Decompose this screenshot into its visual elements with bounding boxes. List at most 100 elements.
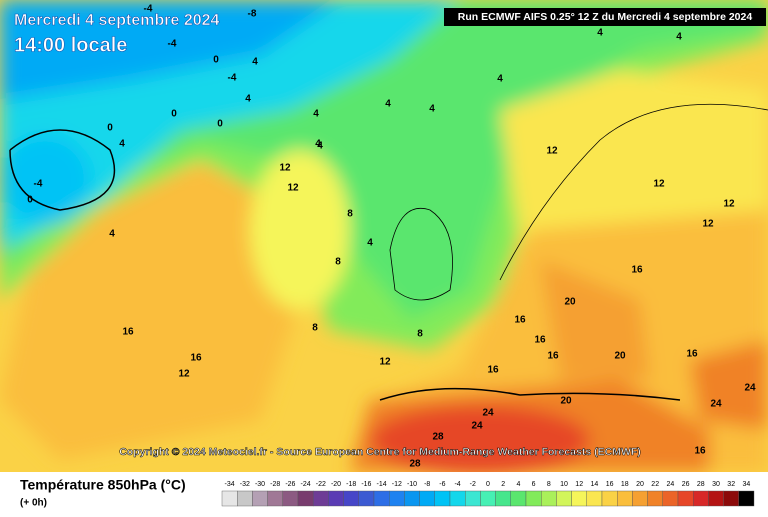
map-time: 14:00 locale — [14, 34, 127, 56]
scale-swatch — [708, 490, 724, 507]
scale-label: 16 — [606, 481, 614, 488]
contour-label: 4 — [119, 139, 125, 150]
scale-label: -14 — [377, 481, 387, 488]
contour-label: 12 — [279, 163, 291, 174]
scale-swatch — [571, 490, 587, 507]
scale-swatch — [343, 490, 360, 507]
scale-label: -28 — [270, 481, 280, 488]
scale-swatch — [419, 490, 436, 507]
map-date: Mercredi 4 septembre 2024 — [14, 12, 220, 29]
contour-label: 20 — [564, 297, 576, 308]
contour-label: 24 — [482, 408, 494, 419]
scale-swatch — [647, 490, 663, 507]
scale-swatch — [525, 490, 542, 507]
copyright: Copyright © 2024 Meteociel.fr - Source E… — [119, 446, 641, 458]
run-info: Run ECMWF AIFS 0.25° 12 Z du Mercredi 4 … — [458, 11, 753, 23]
field-zone — [250, 150, 350, 310]
scale-label: -2 — [470, 481, 476, 488]
scale-label: -12 — [392, 481, 402, 488]
scale-label: 8 — [547, 481, 551, 488]
contour-label: 4 — [497, 74, 503, 85]
contour-label: 12 — [379, 357, 391, 368]
scale-swatch — [465, 490, 481, 507]
contour-label: 4 — [317, 141, 323, 152]
scale-swatch — [617, 490, 633, 507]
scale-label: 34 — [743, 481, 751, 488]
scale-swatch — [404, 490, 420, 507]
contour-label: 8 — [417, 329, 423, 340]
contour-label: 12 — [653, 179, 665, 190]
contour-label: 16 — [487, 365, 499, 376]
scale-swatch — [556, 490, 572, 507]
lead-time: (+ 0h) — [20, 498, 47, 509]
scale-label: 20 — [636, 481, 644, 488]
contour-label: 0 — [107, 123, 113, 134]
scale-label: 14 — [591, 481, 599, 488]
contour-label: -4 — [168, 39, 177, 50]
contour-label: 0 — [213, 55, 219, 66]
contour-label: 0 — [27, 195, 33, 206]
contour-label: 4 — [597, 28, 603, 39]
run-box — [444, 8, 766, 26]
coastline — [499, 103, 768, 281]
scale-label: -30 — [255, 481, 265, 488]
scale-label: -10 — [407, 481, 417, 488]
scale-label: -32 — [240, 481, 250, 488]
contour-label: 16 — [547, 351, 559, 362]
scale-swatch — [480, 490, 496, 507]
scale-label: -18 — [346, 481, 356, 488]
scale-swatch — [358, 490, 375, 507]
isotherm — [9, 129, 116, 211]
contour-label: 4 — [245, 94, 251, 105]
contour-label: 24 — [744, 383, 756, 394]
scale-label: 6 — [532, 481, 536, 488]
contour-label: 8 — [312, 323, 318, 334]
scale-label: 4 — [516, 481, 520, 488]
scale-swatch — [267, 490, 284, 507]
scale-label: 12 — [575, 481, 583, 488]
scale-label: 2 — [501, 481, 505, 488]
contour-label: 12 — [702, 219, 714, 230]
legend-title: Température 850hPa (°C) — [20, 477, 186, 493]
scale-swatch — [510, 490, 527, 507]
scale-label: -6 — [439, 481, 445, 488]
contour-label: 0 — [171, 109, 177, 120]
contour-label: 28 — [409, 459, 421, 470]
scale-swatch — [586, 490, 603, 507]
contour-label: 16 — [686, 349, 698, 360]
contour-label: 20 — [560, 396, 572, 407]
contour-label: 4 — [385, 99, 391, 110]
scale-label: 28 — [697, 481, 705, 488]
scale-swatch — [252, 490, 268, 507]
scale-label: 24 — [667, 481, 675, 488]
scale-label: -16 — [361, 481, 371, 488]
contour-label: -4 — [228, 73, 237, 84]
scale-label: -24 — [301, 481, 311, 488]
scale-swatch — [221, 490, 238, 507]
scale-label: 26 — [682, 481, 690, 488]
scale-swatch — [236, 490, 253, 507]
contour-label: 4 — [109, 229, 115, 240]
scale-label: -8 — [424, 481, 430, 488]
field-zone — [0, 135, 90, 225]
contour-label: -4 — [34, 179, 43, 190]
scale-swatch — [738, 490, 755, 507]
contour-label: 24 — [471, 421, 483, 432]
field-zone — [540, 260, 650, 380]
field-zone — [0, 0, 340, 100]
scale-label: -20 — [331, 481, 341, 488]
scale-label: 32 — [727, 481, 735, 488]
isotherm — [379, 387, 681, 401]
contour-label: 20 — [614, 351, 626, 362]
scale-swatch — [389, 490, 405, 507]
contour-label: 28 — [432, 432, 444, 443]
scale-swatch — [693, 490, 709, 507]
scale-swatch — [662, 490, 679, 507]
scale-swatch — [723, 490, 739, 507]
contour-label: 24 — [710, 399, 722, 410]
contour-label: 16 — [122, 327, 134, 338]
contour-label: 16 — [534, 335, 546, 346]
